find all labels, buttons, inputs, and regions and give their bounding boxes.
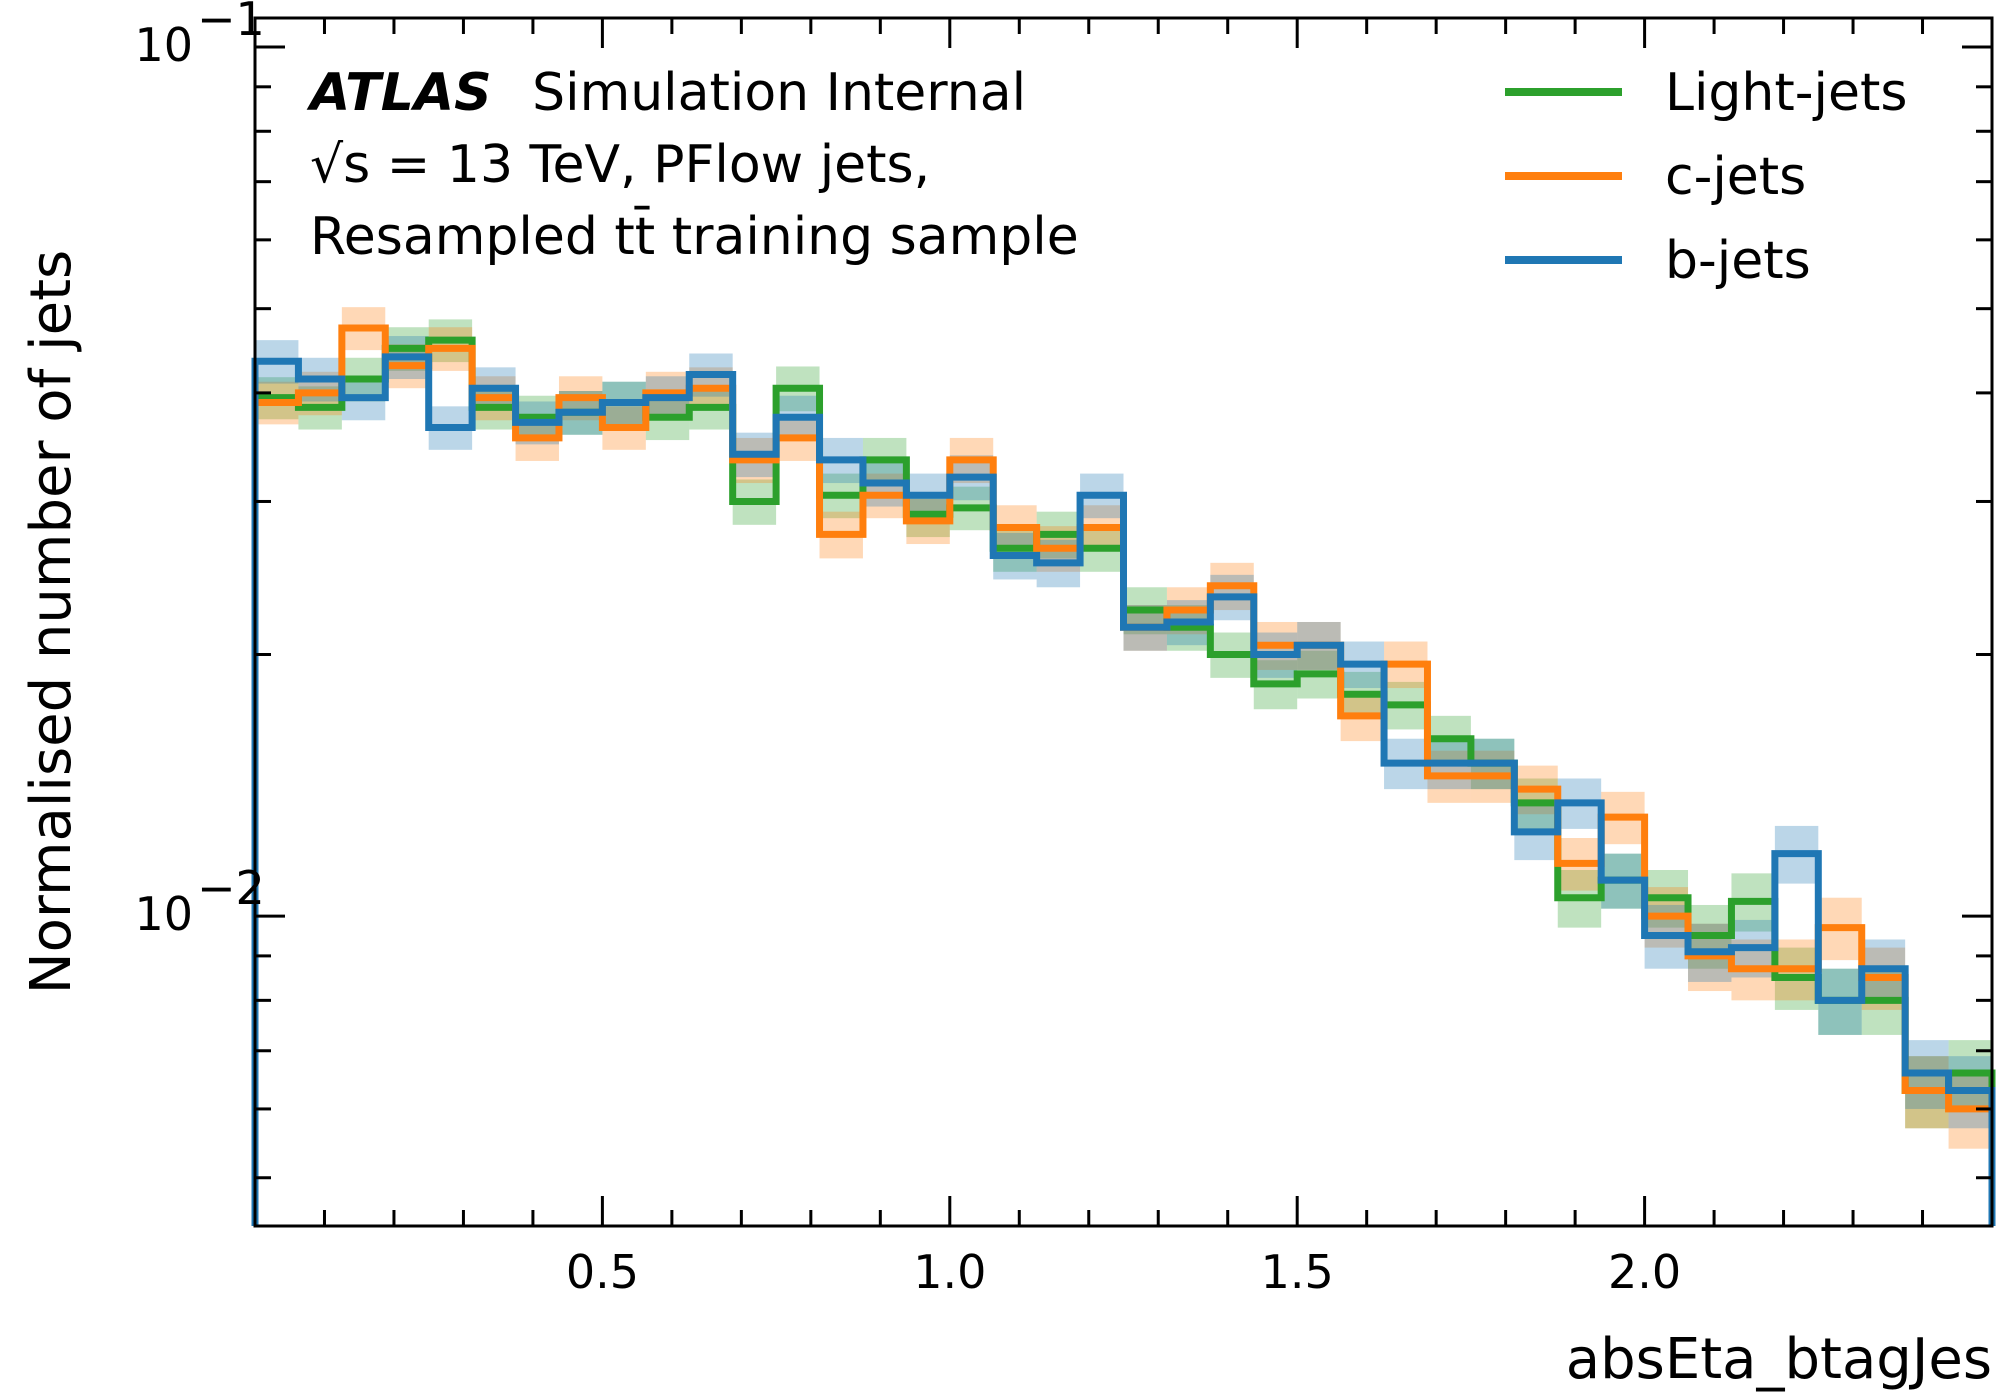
atlas-label-block: ATLAS Simulation Internal √s = 13 TeV, P… (306, 63, 1079, 267)
step-line (251, 353, 1996, 1226)
y-tick-label: 10 (134, 887, 193, 941)
y-axis-label: Normalised number of jets (19, 250, 84, 994)
legend-label: Light-jets (1665, 63, 1907, 123)
x-tick-label: 2.0 (1608, 1245, 1681, 1299)
info-line-energy: √s = 13 TeV, PFlow jets, (310, 135, 930, 195)
x-axis-label: absEta_btagJes (1566, 1327, 1992, 1392)
x-tick-label: 0.5 (566, 1245, 639, 1299)
info-line-sample: Resampled tt̄ training sample (310, 206, 1079, 267)
legend: Light-jets c-jets b-jets (1505, 63, 1907, 291)
legend-label: c-jets (1665, 147, 1806, 207)
legend-label: b-jets (1665, 231, 1811, 291)
series-lines (251, 324, 1996, 1226)
x-tick-label: 1.5 (1261, 1245, 1334, 1299)
y-tick-label: 10 (134, 18, 193, 72)
tick-labels: 0.5 1.0 1.5 2.010−110−2 (134, 0, 1681, 1299)
plot-frame (253, 16, 1994, 1228)
atlas-bold: ATLAS (306, 63, 492, 123)
atlas-label: ATLAS Simulation Internal (306, 63, 1026, 123)
atlas-rest: Simulation Internal (532, 63, 1026, 123)
axis-ticks (255, 18, 1992, 1226)
y-tick-exponent: −1 (197, 0, 265, 46)
x-tick-label: 1.0 (913, 1245, 986, 1299)
y-tick-exponent: −2 (197, 861, 265, 915)
